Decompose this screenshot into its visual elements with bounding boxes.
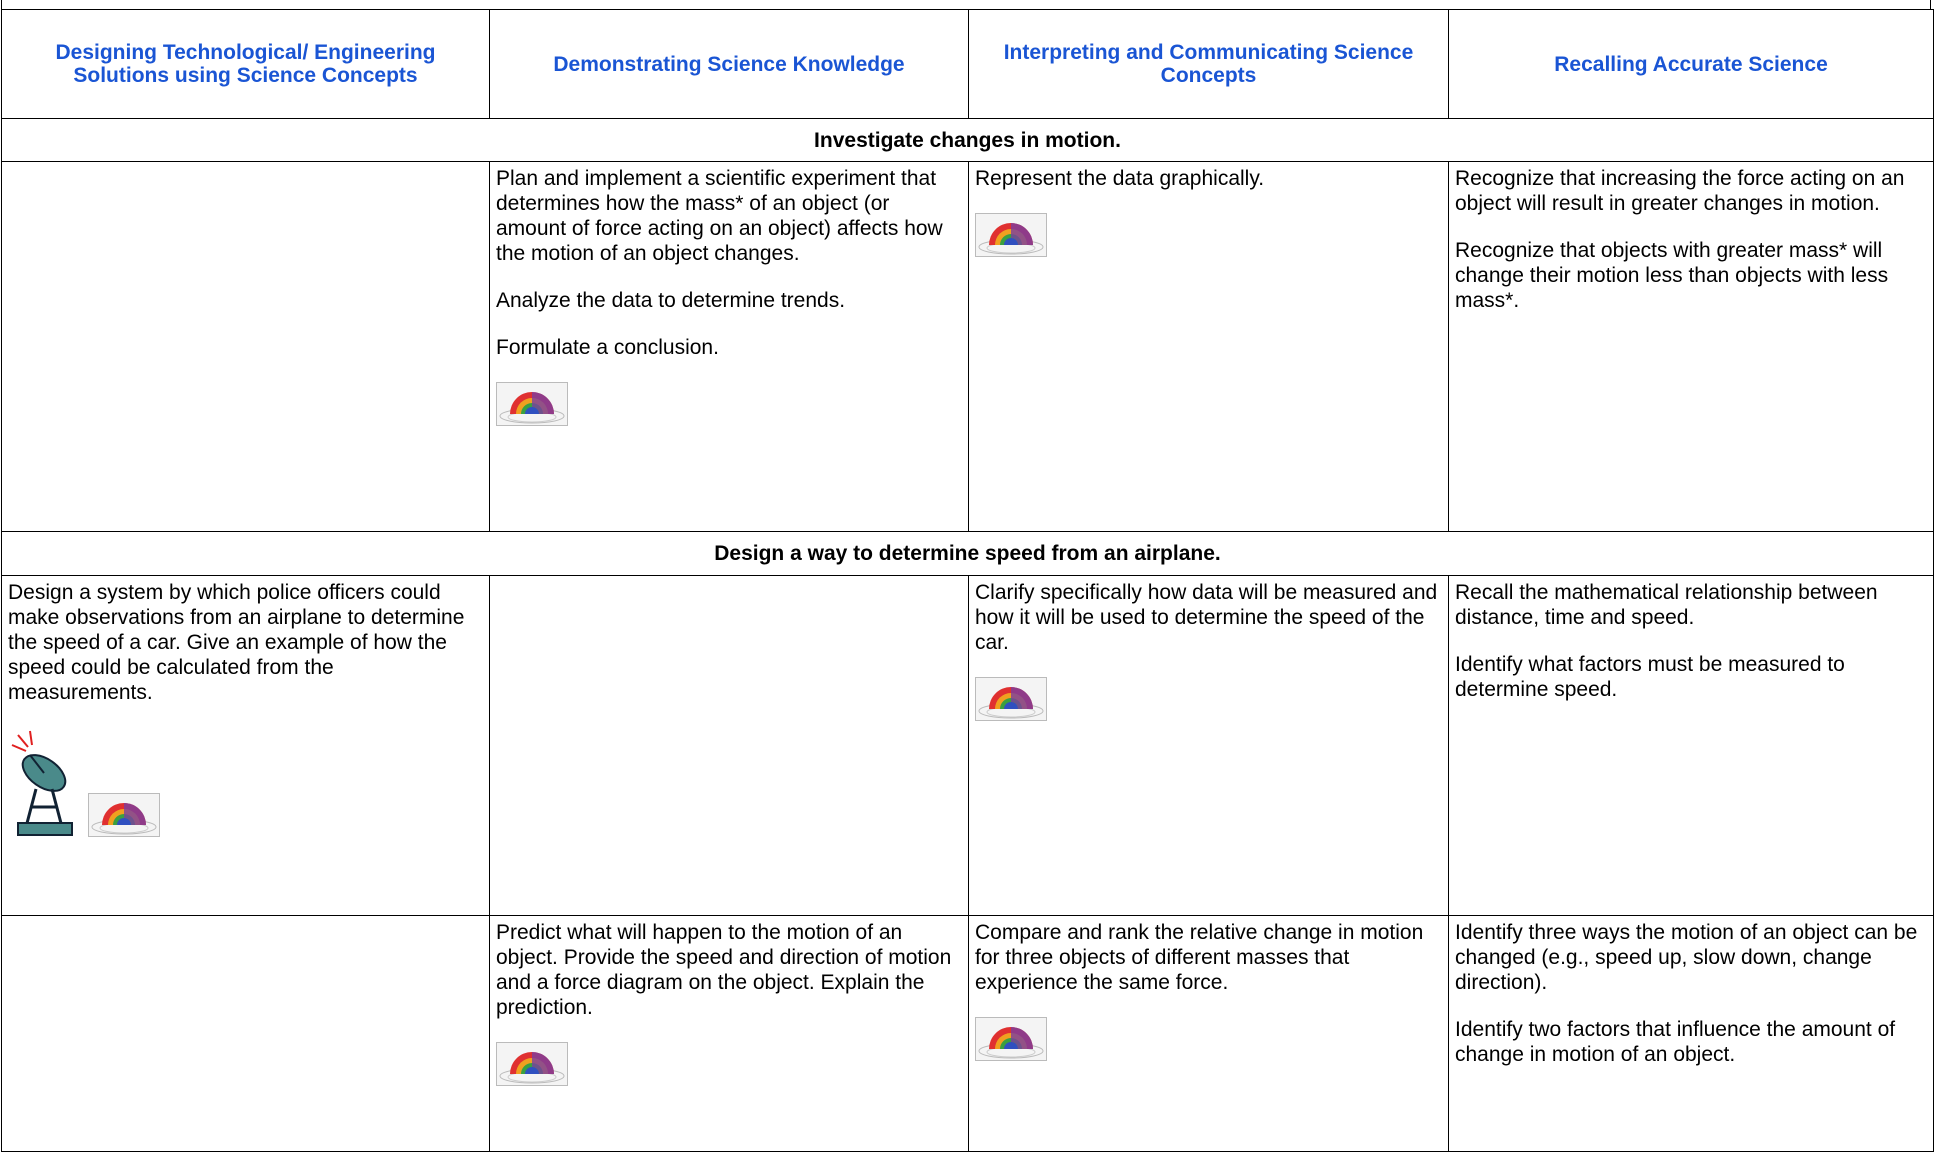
text: Compare and rank the relative change in … xyxy=(975,921,1424,994)
text: Identify what factors must be measured t… xyxy=(1455,653,1845,701)
top-border xyxy=(1,0,1931,9)
text: Identify three ways the motion of an obj… xyxy=(1455,921,1918,994)
text: Represent the data graphically. xyxy=(975,167,1265,190)
cell: Recall the mathematical relationship bet… xyxy=(1448,575,1934,916)
text: Plan and implement a scientific experime… xyxy=(496,167,943,265)
section-title: Investigate changes in motion. xyxy=(1,118,1934,162)
cell xyxy=(489,575,969,916)
rainbow-icon xyxy=(975,213,1047,257)
cell: Recognize that increasing the force acti… xyxy=(1448,161,1934,532)
cell xyxy=(1,915,490,1152)
header: Demonstrating Science Knowledge xyxy=(489,9,969,119)
rainbow-icon xyxy=(496,1042,568,1086)
header: Recalling Accurate Science xyxy=(1448,9,1934,119)
table: Designing Technological/ Engineering Sol… xyxy=(1,9,1934,1152)
text: Design a system by which police officers… xyxy=(8,581,465,704)
satellite-icon xyxy=(11,730,73,836)
cell: Plan and implement a scientific experime… xyxy=(489,161,969,532)
cell: Clarify specifically how data will be me… xyxy=(968,575,1449,916)
cell: Predict what will happen to the motion o… xyxy=(489,915,969,1152)
text: Clarify specifically how data will be me… xyxy=(975,581,1438,654)
rainbow-icon xyxy=(88,793,160,837)
text: Recognize that objects with greater mass… xyxy=(1455,239,1889,312)
cell: Compare and rank the relative change in … xyxy=(968,915,1449,1152)
rainbow-icon xyxy=(496,382,568,426)
text: Predict what will happen to the motion o… xyxy=(496,921,952,1019)
cell: Design a system by which police officers… xyxy=(1,575,490,916)
cell: Represent the data graphically. xyxy=(968,161,1449,532)
text: Identify two factors that influence the … xyxy=(1455,1018,1896,1066)
text: Recognize that increasing the force acti… xyxy=(1455,167,1905,215)
cell: Identify three ways the motion of an obj… xyxy=(1448,915,1934,1152)
header-row: Designing Technological/ Engineering Sol… xyxy=(1,9,1934,119)
text: Formulate a conclusion. xyxy=(496,336,719,359)
section-title: Design a way to determine speed from an … xyxy=(1,531,1934,576)
text: Recall the mathematical relationship bet… xyxy=(1455,581,1878,629)
rainbow-icon xyxy=(975,1017,1047,1061)
text: Analyze the data to determine trends. xyxy=(496,289,846,312)
rainbow-icon xyxy=(975,677,1047,721)
header: Interpreting and Communicating Science C… xyxy=(968,9,1449,119)
header: Designing Technological/ Engineering Sol… xyxy=(1,9,490,119)
cell xyxy=(1,161,490,532)
